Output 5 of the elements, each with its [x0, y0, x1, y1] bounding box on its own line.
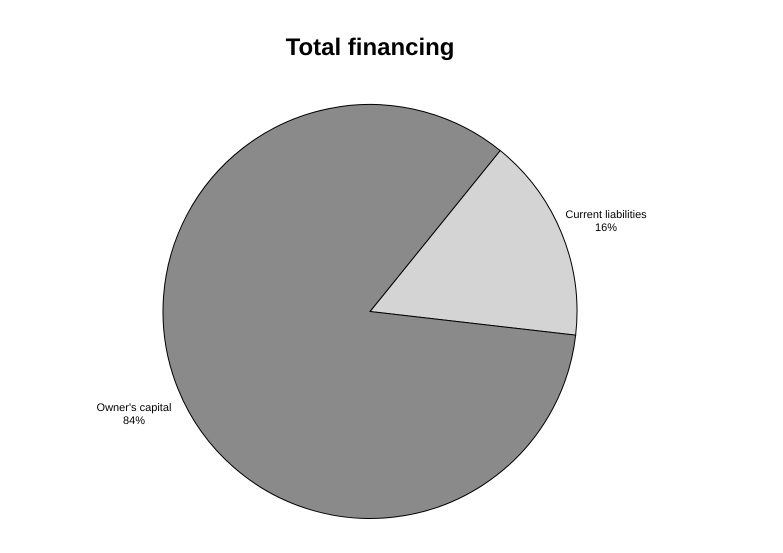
- data-label: 16%: [595, 222, 618, 234]
- data-label: 84%: [122, 415, 146, 428]
- chart-title: Total financing: [286, 34, 454, 61]
- slice-label: Current liabilities: [565, 208, 648, 221]
- slice-label: Owner's capital: [96, 402, 172, 414]
